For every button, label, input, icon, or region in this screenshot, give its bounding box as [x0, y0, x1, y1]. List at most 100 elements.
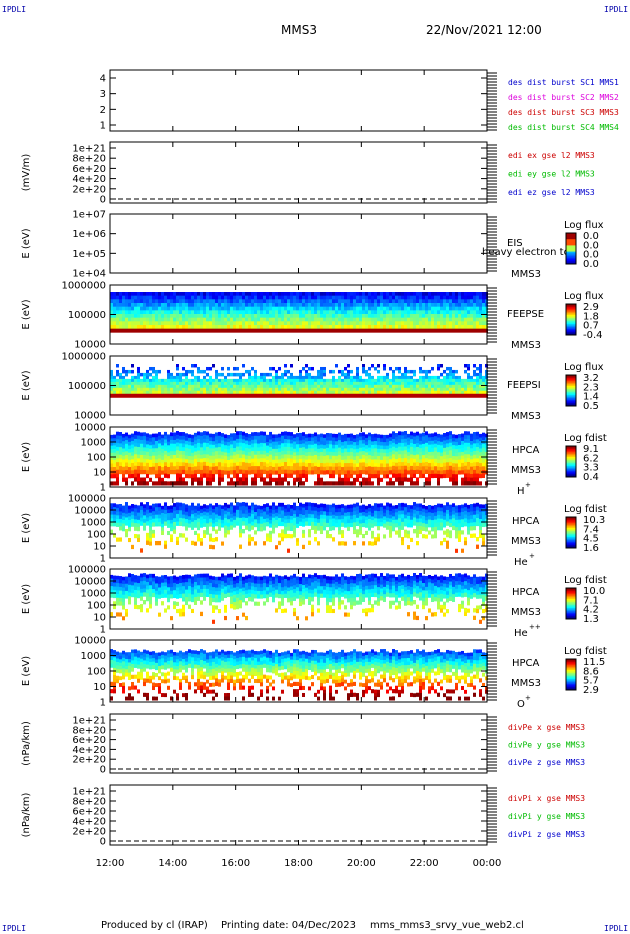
- colorbar-segment: [566, 382, 576, 385]
- spectrogram-cell: [245, 302, 248, 308]
- spectrogram-cell: [338, 302, 341, 308]
- spectrogram-cell: [476, 384, 479, 389]
- legend-entry: des dist burst SC3 MMS3: [508, 108, 619, 117]
- spectrogram-cell: [359, 436, 362, 441]
- spectrogram-cell: [125, 378, 128, 383]
- spectrogram-cell: [122, 433, 125, 439]
- spectrogram-cell: [143, 469, 146, 475]
- spectrogram-cell: [146, 433, 149, 438]
- spectrogram-cell: [233, 366, 236, 371]
- colorbar-segment: [566, 253, 576, 256]
- spectrogram-cell: [170, 443, 173, 448]
- colorbar-segment: [566, 331, 576, 334]
- spectrogram-cell: [419, 393, 422, 398]
- spectrogram-cell: [317, 306, 320, 311]
- spectrogram-cell: [482, 324, 485, 330]
- spectrogram-cell: [137, 321, 140, 326]
- spectrogram-cell: [191, 393, 194, 398]
- spectrogram-cell: [419, 306, 422, 311]
- spectrogram-cell: [428, 295, 431, 300]
- spectrogram-cell: [155, 473, 158, 479]
- spectrogram-cell: [350, 292, 353, 297]
- spectrogram-cell: [164, 302, 167, 308]
- spectrogram-cell: [455, 302, 458, 308]
- spectrogram-cell: [137, 328, 140, 333]
- spectrogram-cell: [227, 381, 230, 386]
- spectrogram-cell: [242, 306, 245, 311]
- spectrogram-cell: [311, 437, 314, 442]
- spectrogram-cell: [368, 302, 371, 308]
- spectrogram-cell: [440, 445, 443, 450]
- spectrogram-cell: [110, 302, 113, 308]
- spectrogram-cell: [173, 393, 176, 398]
- spectrogram-cell: [350, 459, 353, 464]
- spectrogram-cell: [188, 393, 191, 398]
- spectrogram-cell: [467, 364, 470, 368]
- spectrogram-cell: [323, 384, 326, 389]
- spectrogram-cell: [179, 299, 182, 304]
- spectrogram-cell: [230, 393, 233, 398]
- spectrogram-cell: [425, 324, 428, 330]
- spectrogram-cell: [464, 295, 467, 300]
- spectrogram-cell: [476, 454, 479, 459]
- spectrogram-cell: [323, 503, 326, 509]
- spectrogram-cell: [440, 393, 443, 398]
- spectrogram-cell: [146, 455, 149, 460]
- spectrogram-cell: [440, 390, 443, 395]
- spectrogram-cell: [254, 302, 257, 308]
- spectrogram-cell: [425, 384, 428, 389]
- spectrogram-cell: [116, 462, 119, 467]
- colorbar-segment: [566, 475, 576, 478]
- spectrogram-cell: [257, 473, 260, 478]
- spectrogram-cell: [179, 387, 182, 392]
- spectrogram-cell: [368, 306, 371, 311]
- spectrogram-cell: [395, 313, 398, 319]
- spectrogram-cell: [134, 390, 137, 395]
- spectrogram-cell: [113, 295, 116, 300]
- spectrogram-cell: [188, 384, 191, 389]
- spectrogram-cell: [185, 511, 188, 516]
- spectrogram-cell: [134, 384, 137, 389]
- spectrogram-cell: [128, 470, 131, 475]
- spectrogram-cell: [380, 317, 383, 322]
- spectrogram-cell: [440, 381, 443, 386]
- spectrogram-cell: [233, 455, 236, 460]
- spectrogram-cell: [152, 292, 155, 297]
- spectrogram-cell: [284, 313, 287, 319]
- spectrogram-cell: [167, 310, 170, 315]
- spectrogram-cell: [374, 378, 377, 383]
- spectrogram-cell: [164, 431, 167, 437]
- spectrogram-cell: [227, 310, 230, 315]
- spectrogram-cell: [416, 299, 419, 304]
- spectrogram-cell: [326, 508, 329, 513]
- spectrogram-cell: [212, 378, 215, 383]
- spectrogram-cell: [353, 317, 356, 322]
- spectrogram-cell: [197, 378, 200, 383]
- spectrogram-cell: [413, 481, 416, 486]
- spectrogram-cell: [401, 381, 404, 386]
- spectrogram-cell: [302, 310, 305, 315]
- spectrogram-cell: [137, 450, 140, 456]
- spectrogram-cell: [236, 310, 239, 315]
- spectrogram-cell: [131, 378, 134, 383]
- spectrogram-cell: [323, 393, 326, 398]
- spectrogram-cell: [425, 295, 428, 300]
- spectrogram-cell: [131, 317, 134, 322]
- spectrogram-cell: [344, 455, 347, 460]
- spectrogram-cell: [341, 387, 344, 392]
- spectrogram-cell: [176, 393, 179, 398]
- spectrogram-cell: [380, 467, 383, 472]
- spectrogram-cell: [263, 317, 266, 322]
- spectrogram-cell: [224, 378, 227, 383]
- spectrogram-cell: [293, 517, 296, 523]
- spectrogram-cell: [212, 299, 215, 304]
- spectrogram-cell: [140, 317, 143, 322]
- spectrogram-cell: [446, 443, 449, 448]
- spectrogram-cell: [233, 462, 236, 467]
- spectrogram-cell: [155, 451, 158, 457]
- spectrogram-cell: [176, 313, 179, 319]
- colorbar-segment: [566, 313, 576, 316]
- spectrogram-cell: [425, 375, 428, 380]
- spectrogram-cell: [470, 292, 473, 297]
- colorbar-tick-label: 1.8: [583, 311, 599, 322]
